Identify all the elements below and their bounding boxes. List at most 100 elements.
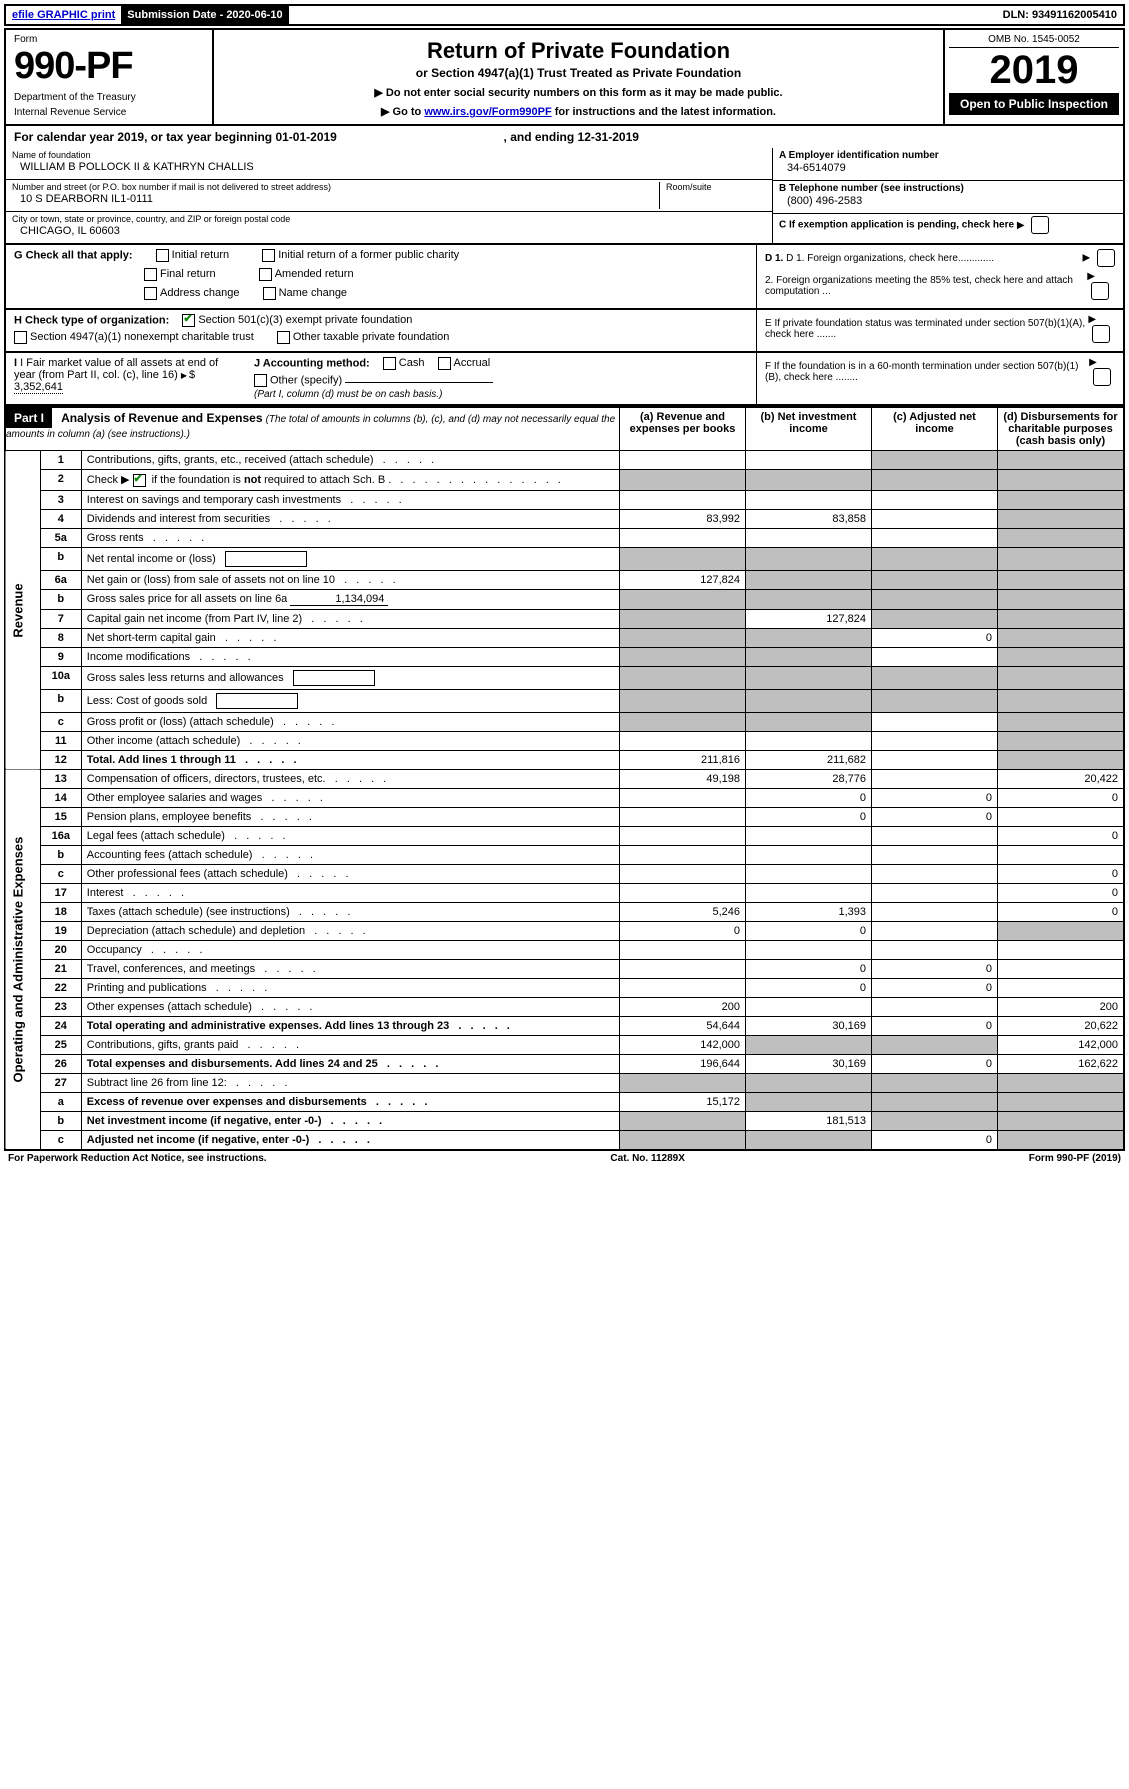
table-row: 6aNet gain or (loss) from sale of assets…	[5, 570, 1124, 589]
col-d: (d) Disbursements for charitable purpose…	[998, 407, 1125, 451]
table-row: 11Other income (attach schedule) . . . .…	[5, 731, 1124, 750]
table-row: 25Contributions, gifts, grants paid . . …	[5, 1035, 1124, 1054]
table-row: 7Capital gain net income (from Part IV, …	[5, 609, 1124, 628]
addr-value: 10 S DEARBORN IL1-0111	[12, 192, 659, 209]
top-bar: efile GRAPHIC print Submission Date - 20…	[4, 4, 1125, 26]
form-number: 990-PF	[14, 45, 204, 88]
section-g-d: G Check all that apply: Initial return I…	[4, 245, 1125, 310]
col-a: (a) Revenue and expenses per books	[620, 407, 746, 451]
fmv-value[interactable]: 3,352,641	[14, 381, 63, 394]
j-cash[interactable]	[383, 357, 396, 370]
city-label: City or town, state or province, country…	[12, 214, 766, 224]
table-row: 10aGross sales less returns and allowanc…	[5, 666, 1124, 689]
d1-foreign: D 1. D 1. Foreign organizations, check h…	[765, 249, 1115, 267]
foot-left: For Paperwork Reduction Act Notice, see …	[8, 1153, 267, 1164]
c-exemption: C If exemption application is pending, c…	[773, 214, 1123, 236]
form-note-2: ▶ Go to www.irs.gov/Form990PF for instru…	[226, 105, 931, 118]
table-row: bNet rental income or (loss)	[5, 547, 1124, 570]
table-row: 23Other expenses (attach schedule) . . .…	[5, 997, 1124, 1016]
table-row: cAdjusted net income (if negative, enter…	[5, 1130, 1124, 1150]
open-public-badge: Open to Public Inspection	[949, 93, 1119, 115]
section-ij-f: I I Fair market value of all assets at e…	[4, 353, 1125, 406]
j-accrual[interactable]	[438, 357, 451, 370]
g-name-change[interactable]	[263, 287, 276, 300]
room-label: Room/suite	[666, 182, 766, 192]
tax-year: 2019	[949, 48, 1119, 93]
h-label: H Check type of organization:	[14, 314, 169, 326]
table-row: 4Dividends and interest from securities …	[5, 509, 1124, 528]
table-row: cGross profit or (loss) (attach schedule…	[5, 712, 1124, 731]
table-row: bNet investment income (if negative, ent…	[5, 1111, 1124, 1130]
g-initial-return[interactable]	[156, 249, 169, 262]
dept-treasury: Department of the Treasury	[14, 92, 204, 103]
section-label: Revenue	[5, 451, 40, 770]
h-other-taxable[interactable]	[277, 331, 290, 344]
table-row: 19Depreciation (attach schedule) and dep…	[5, 921, 1124, 940]
table-row: aExcess of revenue over expenses and dis…	[5, 1092, 1124, 1111]
info-grid: Name of foundation WILLIAM B POLLOCK II …	[4, 148, 1125, 245]
table-row: 18Taxes (attach schedule) (see instructi…	[5, 902, 1124, 921]
h-4947[interactable]	[14, 331, 27, 344]
page-footer: For Paperwork Reduction Act Notice, see …	[4, 1151, 1125, 1166]
j-label: J Accounting method:	[254, 357, 370, 369]
table-row: 21Travel, conferences, and meetings . . …	[5, 959, 1124, 978]
foot-right: Form 990-PF (2019)	[1029, 1153, 1121, 1164]
g-amended[interactable]	[259, 268, 272, 281]
form990pf-link[interactable]: www.irs.gov/Form990PF	[424, 106, 551, 118]
g-address-change[interactable]	[144, 287, 157, 300]
table-row: bLess: Cost of goods sold	[5, 689, 1124, 712]
addr-label: Number and street (or P.O. box number if…	[12, 182, 659, 192]
table-row: 27Subtract line 26 from line 12: . . . .…	[5, 1073, 1124, 1092]
table-row: 12Total. Add lines 1 through 11 . . . . …	[5, 750, 1124, 769]
part1-title: Analysis of Revenue and Expenses	[61, 411, 262, 425]
col-b: (b) Net investment income	[746, 407, 872, 451]
form-header: Form 990-PF Department of the Treasury I…	[4, 28, 1125, 126]
g-initial-former[interactable]	[262, 249, 275, 262]
part1-label: Part I	[6, 408, 52, 428]
dln: DLN: 93491162005410	[997, 6, 1123, 24]
ein-value: 34-6514079	[779, 161, 1117, 178]
table-row: 5aGross rents . . . . .	[5, 528, 1124, 547]
section-label: Operating and Administrative Expenses	[5, 769, 40, 1150]
table-row: bAccounting fees (attach schedule) . . .…	[5, 845, 1124, 864]
phone-label: B Telephone number (see instructions)	[779, 183, 1117, 194]
foundation-name: WILLIAM B POLLOCK II & KATHRYN CHALLIS	[12, 160, 766, 177]
form-note-1: ▶ Do not enter social security numbers o…	[226, 86, 931, 99]
d2-85pct: 2. Foreign organizations meeting the 85%…	[765, 271, 1115, 300]
efile-link[interactable]: efile GRAPHIC print	[6, 6, 121, 24]
form-title: Return of Private Foundation	[226, 38, 931, 64]
c-checkbox[interactable]	[1031, 216, 1049, 234]
table-row: 17Interest . . . . .0	[5, 883, 1124, 902]
form-label: Form	[14, 34, 204, 45]
table-row: 26Total expenses and disbursements. Add …	[5, 1054, 1124, 1073]
table-row: 16aLegal fees (attach schedule) . . . . …	[5, 826, 1124, 845]
dept-irs: Internal Revenue Service	[14, 107, 204, 118]
table-row: 15Pension plans, employee benefits . . .…	[5, 807, 1124, 826]
table-row: 20Occupancy . . . . .	[5, 940, 1124, 959]
table-row: 3Interest on savings and temporary cash …	[5, 490, 1124, 509]
table-row: Revenue1Contributions, gifts, grants, et…	[5, 451, 1124, 470]
table-row: bGross sales price for all assets on lin…	[5, 589, 1124, 609]
phone-value: (800) 496-2583	[779, 194, 1117, 211]
calendar-year-row: For calendar year 2019, or tax year begi…	[4, 126, 1125, 148]
table-row: 22Printing and publications . . . . .00	[5, 978, 1124, 997]
name-label: Name of foundation	[12, 150, 766, 160]
j-other[interactable]	[254, 374, 267, 387]
table-row: cOther professional fees (attach schedul…	[5, 864, 1124, 883]
table-row: 8Net short-term capital gain . . . . .0	[5, 628, 1124, 647]
table-row: 24Total operating and administrative exp…	[5, 1016, 1124, 1035]
table-row: Operating and Administrative Expenses13C…	[5, 769, 1124, 788]
ein-label: A Employer identification number	[779, 150, 1117, 161]
city-value: CHICAGO, IL 60603	[12, 224, 766, 241]
table-row: 14Other employee salaries and wages . . …	[5, 788, 1124, 807]
g-final[interactable]	[144, 268, 157, 281]
e-terminated: E If private foundation status was termi…	[765, 314, 1115, 343]
f-60month: F If the foundation is in a 60-month ter…	[765, 357, 1115, 386]
j-note: (Part I, column (d) must be on cash basi…	[254, 389, 748, 400]
submission-date: Submission Date - 2020-06-10	[121, 6, 288, 24]
g-label: G Check all that apply:	[14, 249, 133, 261]
part1-table: Part I Analysis of Revenue and Expenses …	[4, 406, 1125, 1151]
h-501c3[interactable]	[182, 314, 195, 327]
form-subtitle: or Section 4947(a)(1) Trust Treated as P…	[226, 66, 931, 80]
section-h-e: H Check type of organization: Section 50…	[4, 310, 1125, 353]
